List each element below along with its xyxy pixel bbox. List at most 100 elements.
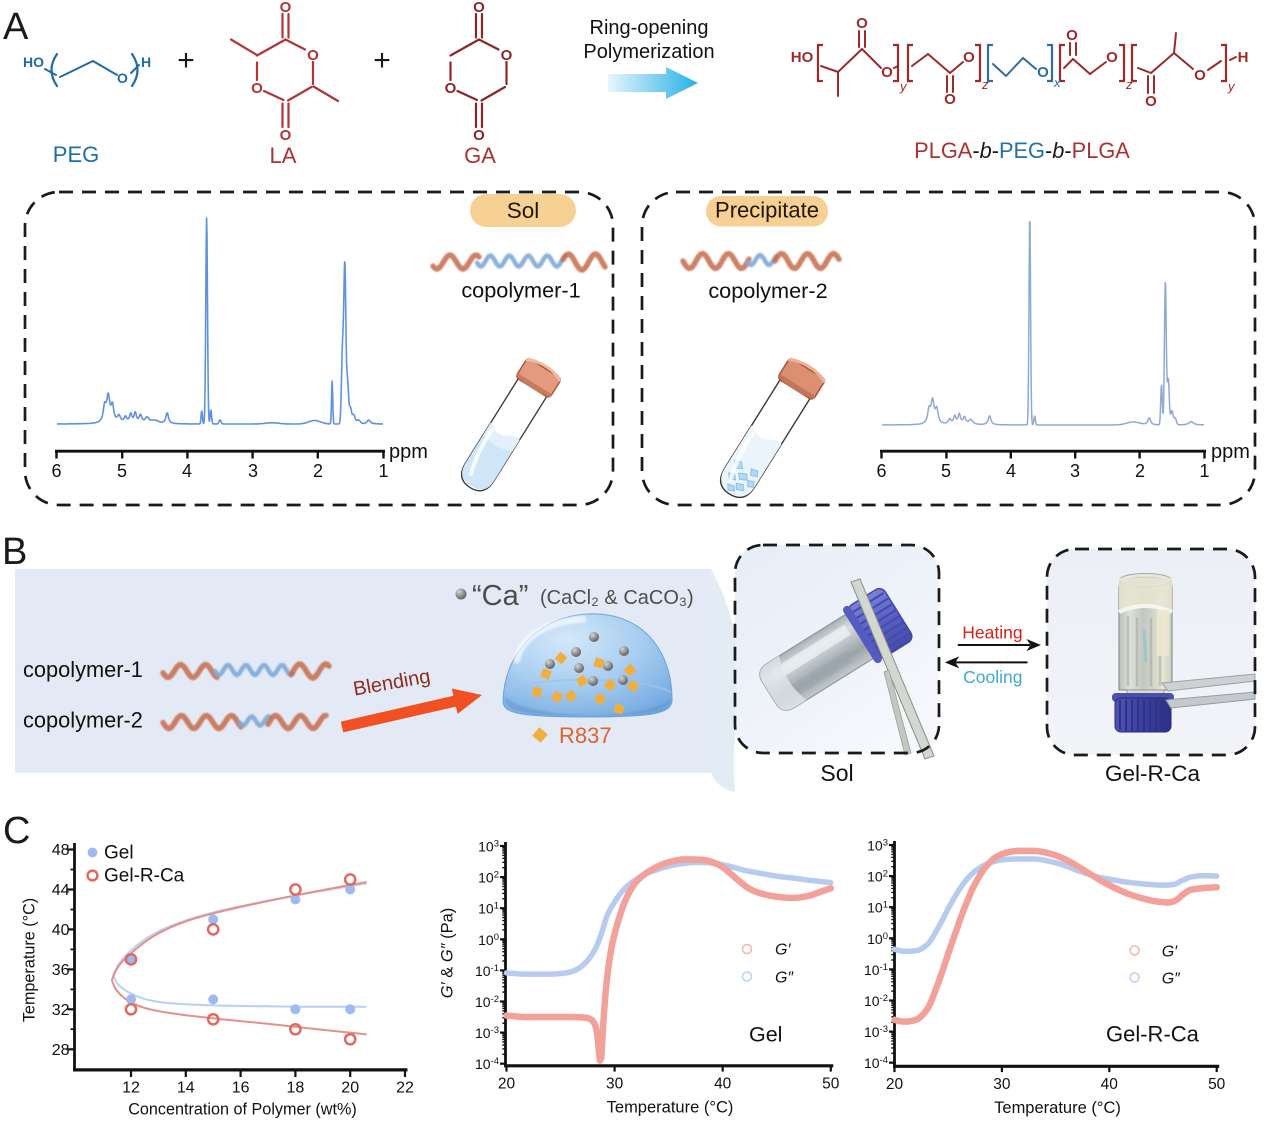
svg-text:30: 30 bbox=[606, 1076, 624, 1093]
svg-text:20: 20 bbox=[341, 1080, 359, 1097]
svg-text:10-4: 10-4 bbox=[864, 1055, 888, 1071]
svg-text:36: 36 bbox=[52, 962, 70, 979]
svg-text:O: O bbox=[881, 64, 893, 81]
svg-text:Gel-R-Ca: Gel-R-Ca bbox=[1106, 1022, 1200, 1047]
svg-text:4: 4 bbox=[182, 461, 192, 481]
svg-text:Heating: Heating bbox=[962, 623, 1022, 643]
svg-text:O: O bbox=[473, 0, 485, 16]
svg-text:O: O bbox=[280, 127, 292, 144]
svg-text:40: 40 bbox=[52, 922, 70, 939]
svg-text:y: y bbox=[899, 79, 908, 94]
svg-text:20: 20 bbox=[498, 1076, 516, 1093]
svg-text:10-4: 10-4 bbox=[475, 1056, 499, 1072]
svg-text:B: B bbox=[2, 531, 27, 573]
svg-text:102: 102 bbox=[867, 869, 888, 885]
svg-text:Sol: Sol bbox=[820, 760, 853, 786]
svg-text:O: O bbox=[117, 70, 128, 86]
svg-text:Cooling: Cooling bbox=[963, 667, 1022, 687]
svg-text:“Ca”: “Ca” bbox=[472, 580, 528, 612]
svg-text:6: 6 bbox=[51, 461, 61, 481]
svg-text:20: 20 bbox=[886, 1076, 904, 1093]
svg-text:C: C bbox=[3, 810, 30, 852]
svg-text:G′: G′ bbox=[775, 942, 791, 959]
svg-text:Sol: Sol bbox=[507, 198, 540, 223]
svg-text:G′: G′ bbox=[1162, 944, 1178, 961]
svg-text:1: 1 bbox=[378, 461, 388, 481]
svg-text:40: 40 bbox=[714, 1076, 732, 1093]
svg-text:44: 44 bbox=[52, 882, 70, 899]
svg-text:copolymer-2: copolymer-2 bbox=[23, 708, 143, 733]
svg-text:z: z bbox=[1125, 77, 1133, 92]
svg-text:O: O bbox=[251, 80, 263, 97]
svg-text:6: 6 bbox=[876, 461, 886, 481]
svg-text:+: + bbox=[177, 44, 195, 77]
svg-text:102: 102 bbox=[478, 870, 499, 886]
svg-text:HO: HO bbox=[791, 49, 814, 66]
svg-text:Gel: Gel bbox=[749, 1023, 782, 1047]
svg-text:Temperature (°C): Temperature (°C) bbox=[607, 1099, 734, 1117]
svg-text:A: A bbox=[3, 6, 29, 48]
svg-text:O: O bbox=[501, 47, 513, 64]
svg-text:Concentration of Polymer (wt%): Concentration of Polymer (wt%) bbox=[128, 1101, 357, 1119]
svg-text:Temperature (°C): Temperature (°C) bbox=[994, 1099, 1121, 1117]
svg-text:Precipitate: Precipitate bbox=[715, 198, 819, 223]
svg-text:Polymerization: Polymerization bbox=[583, 41, 714, 63]
svg-text:10-1: 10-1 bbox=[475, 963, 499, 979]
svg-text:28: 28 bbox=[52, 1042, 70, 1059]
svg-text:50: 50 bbox=[822, 1076, 840, 1093]
svg-text:3: 3 bbox=[1070, 461, 1080, 481]
svg-text:18: 18 bbox=[287, 1080, 305, 1097]
svg-text:Gel-R-Ca: Gel-R-Ca bbox=[104, 866, 185, 887]
svg-text:LA: LA bbox=[270, 143, 297, 168]
svg-text:O: O bbox=[307, 47, 319, 64]
svg-text:O: O bbox=[963, 49, 975, 66]
svg-text:PLGA-b-PEG-b-PLGA: PLGA-b-PEG-b-PLGA bbox=[914, 138, 1130, 163]
svg-text:ppm: ppm bbox=[1211, 441, 1250, 463]
svg-text:50: 50 bbox=[1208, 1076, 1226, 1093]
svg-text:H: H bbox=[141, 54, 151, 70]
svg-text:32: 32 bbox=[52, 1002, 70, 1019]
svg-text:(CaCl₂ & CaCO₃): (CaCl₂ & CaCO₃) bbox=[540, 587, 694, 609]
svg-text:O: O bbox=[1037, 64, 1049, 81]
svg-text:PEG: PEG bbox=[53, 142, 99, 167]
svg-text:O: O bbox=[280, 0, 292, 16]
svg-text:HO: HO bbox=[23, 54, 44, 70]
svg-text:R837: R837 bbox=[559, 723, 612, 748]
svg-text:G″: G″ bbox=[775, 970, 794, 987]
svg-text:Ring-opening: Ring-opening bbox=[590, 17, 709, 39]
svg-text:10-2: 10-2 bbox=[864, 993, 888, 1009]
svg-text:copolymer-1: copolymer-1 bbox=[461, 278, 580, 303]
svg-text:14: 14 bbox=[177, 1080, 195, 1097]
svg-text:100: 100 bbox=[867, 931, 888, 947]
svg-text:101: 101 bbox=[478, 901, 499, 917]
svg-text:O: O bbox=[1145, 93, 1157, 110]
svg-text:3: 3 bbox=[248, 461, 258, 481]
svg-text:4: 4 bbox=[1006, 461, 1016, 481]
svg-text:10-2: 10-2 bbox=[475, 994, 499, 1010]
svg-text:30: 30 bbox=[993, 1076, 1011, 1093]
svg-text:G″: G″ bbox=[1162, 971, 1181, 988]
svg-text:ppm: ppm bbox=[389, 441, 428, 463]
svg-text:GA: GA bbox=[464, 143, 496, 168]
svg-text:10-3: 10-3 bbox=[475, 1025, 499, 1041]
svg-text:O: O bbox=[1194, 67, 1206, 84]
svg-text:100: 100 bbox=[478, 932, 499, 948]
svg-text:z: z bbox=[981, 77, 989, 92]
svg-text:103: 103 bbox=[478, 839, 499, 855]
svg-text:H: H bbox=[1238, 49, 1249, 66]
svg-text:2: 2 bbox=[1135, 461, 1145, 481]
svg-text:G′ & G″ (Pa): G′ & G″ (Pa) bbox=[439, 908, 457, 999]
svg-text:Gel-R-Ca: Gel-R-Ca bbox=[1105, 761, 1200, 786]
svg-text:x: x bbox=[1053, 75, 1061, 90]
svg-text:10-3: 10-3 bbox=[864, 1024, 888, 1040]
svg-text:O: O bbox=[1066, 27, 1078, 44]
svg-text:+: + bbox=[373, 44, 391, 77]
svg-text:5: 5 bbox=[941, 461, 951, 481]
svg-text:O: O bbox=[856, 15, 868, 32]
svg-text:48: 48 bbox=[52, 842, 70, 859]
svg-text:2: 2 bbox=[313, 461, 323, 481]
svg-text:101: 101 bbox=[867, 900, 888, 916]
svg-text:copolymer-1: copolymer-1 bbox=[23, 657, 143, 682]
svg-text:O: O bbox=[1106, 49, 1118, 66]
svg-text:103: 103 bbox=[867, 838, 888, 854]
